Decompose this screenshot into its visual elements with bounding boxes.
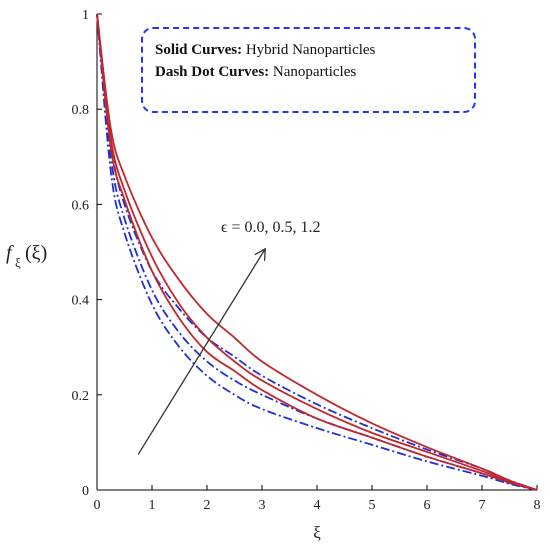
y-tick-label: 1 <box>82 8 89 23</box>
y-tick-label: 0.6 <box>72 198 90 213</box>
y-axis-label-arg: (ξ) <box>25 242 47 264</box>
solid-curve <box>96 13 538 491</box>
epsilon-annotation: ϵ = 0.0, 0.5, 1.2 <box>221 219 321 236</box>
y-tick-label: 0.2 <box>72 389 90 404</box>
y-axis-label-sub: ξ <box>15 255 21 270</box>
legend-dashdot-label: Dash Dot Curves: <box>155 64 270 80</box>
x-tick-label: 0 <box>94 498 101 513</box>
legend: Solid Curves: Hybrid Nanoparticles Dash … <box>141 27 476 113</box>
series-layer <box>96 13 538 491</box>
y-tick-label: 0 <box>82 484 89 499</box>
x-tick-label: 4 <box>314 498 321 513</box>
x-tick-label: 6 <box>424 498 431 513</box>
x-axis-label: ξ <box>313 523 321 542</box>
arrow-layer <box>137 250 265 455</box>
solid-curve <box>96 13 538 491</box>
y-tick-label: 0.4 <box>72 294 90 309</box>
y-axis-label: f ξ (ξ) <box>6 242 47 270</box>
y-axis-label-main: f <box>6 242 14 264</box>
x-tick-label: 2 <box>204 498 211 513</box>
x-tick-label: 8 <box>534 498 541 513</box>
x-tick-label: 3 <box>259 498 266 513</box>
legend-dashdot-text: Nanoparticles <box>272 64 357 80</box>
x-tick-label: 7 <box>479 498 486 513</box>
legend-solid-row: Solid Curves: Hybrid Nanoparticles <box>155 39 474 61</box>
x-tick-label: 1 <box>149 498 156 513</box>
axes: 0 1 2 3 4 5 6 7 8 0 0.2 0.4 0.6 0.8 1 <box>72 8 541 513</box>
trend-arrow <box>137 250 265 455</box>
dashdot-curve <box>96 13 538 491</box>
y-tick-label: 0.8 <box>72 103 90 118</box>
legend-solid-text: Hybrid Nanoparticles <box>245 42 376 58</box>
legend-solid-label: Solid Curves: <box>155 42 243 58</box>
solid-curve <box>96 13 538 491</box>
x-tick-label: 5 <box>369 498 376 513</box>
legend-dashdot-row: Dash Dot Curves: Nanoparticles <box>155 61 474 83</box>
